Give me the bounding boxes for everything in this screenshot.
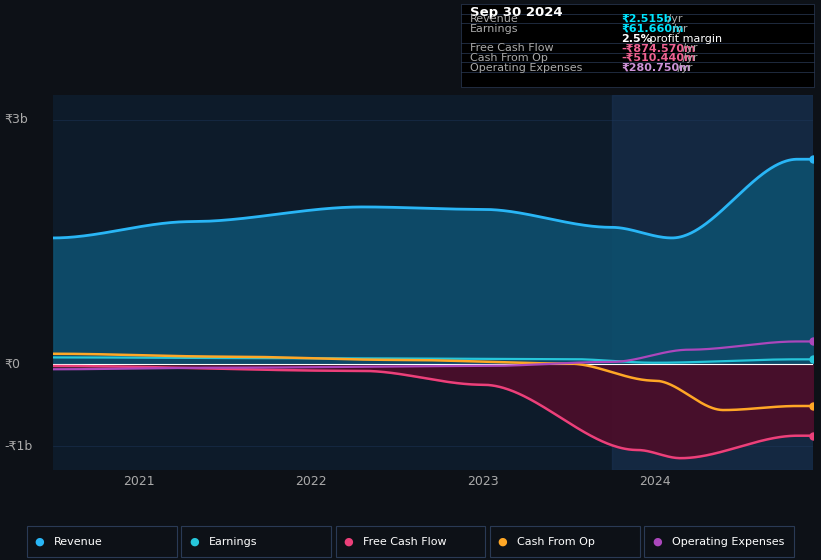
Text: -₹1b: -₹1b bbox=[4, 440, 32, 452]
Text: /yr: /yr bbox=[674, 63, 693, 73]
Text: Cash From Op: Cash From Op bbox=[470, 53, 548, 63]
Text: ●: ● bbox=[343, 537, 353, 547]
Text: ●: ● bbox=[652, 537, 662, 547]
Text: ●: ● bbox=[34, 537, 44, 547]
Text: 2.5%: 2.5% bbox=[621, 34, 652, 44]
Text: Revenue: Revenue bbox=[470, 14, 518, 24]
Text: -₹874.570m: -₹874.570m bbox=[621, 43, 696, 53]
Text: Operating Expenses: Operating Expenses bbox=[672, 537, 784, 547]
Text: /yr: /yr bbox=[679, 43, 698, 53]
Text: ₹2.515b: ₹2.515b bbox=[621, 14, 672, 24]
Text: Free Cash Flow: Free Cash Flow bbox=[363, 537, 447, 547]
Text: /yr: /yr bbox=[664, 14, 683, 24]
Text: Operating Expenses: Operating Expenses bbox=[470, 63, 582, 73]
Text: /yr: /yr bbox=[669, 24, 688, 34]
Text: Earnings: Earnings bbox=[209, 537, 257, 547]
Text: Revenue: Revenue bbox=[54, 537, 103, 547]
Text: Cash From Op: Cash From Op bbox=[517, 537, 595, 547]
Text: Earnings: Earnings bbox=[470, 24, 518, 34]
Text: ₹0: ₹0 bbox=[4, 358, 20, 371]
Text: /yr: /yr bbox=[679, 53, 698, 63]
Bar bbox=[612, 95, 813, 470]
Text: profit margin: profit margin bbox=[646, 34, 722, 44]
Text: ●: ● bbox=[189, 537, 199, 547]
Text: ●: ● bbox=[498, 537, 507, 547]
Text: Sep 30 2024: Sep 30 2024 bbox=[470, 6, 562, 19]
Text: ₹61.660m: ₹61.660m bbox=[621, 24, 684, 34]
Text: -₹510.440m: -₹510.440m bbox=[621, 53, 696, 63]
Text: ₹280.750m: ₹280.750m bbox=[621, 63, 691, 73]
Text: ₹3b: ₹3b bbox=[4, 113, 28, 126]
Text: Free Cash Flow: Free Cash Flow bbox=[470, 43, 553, 53]
